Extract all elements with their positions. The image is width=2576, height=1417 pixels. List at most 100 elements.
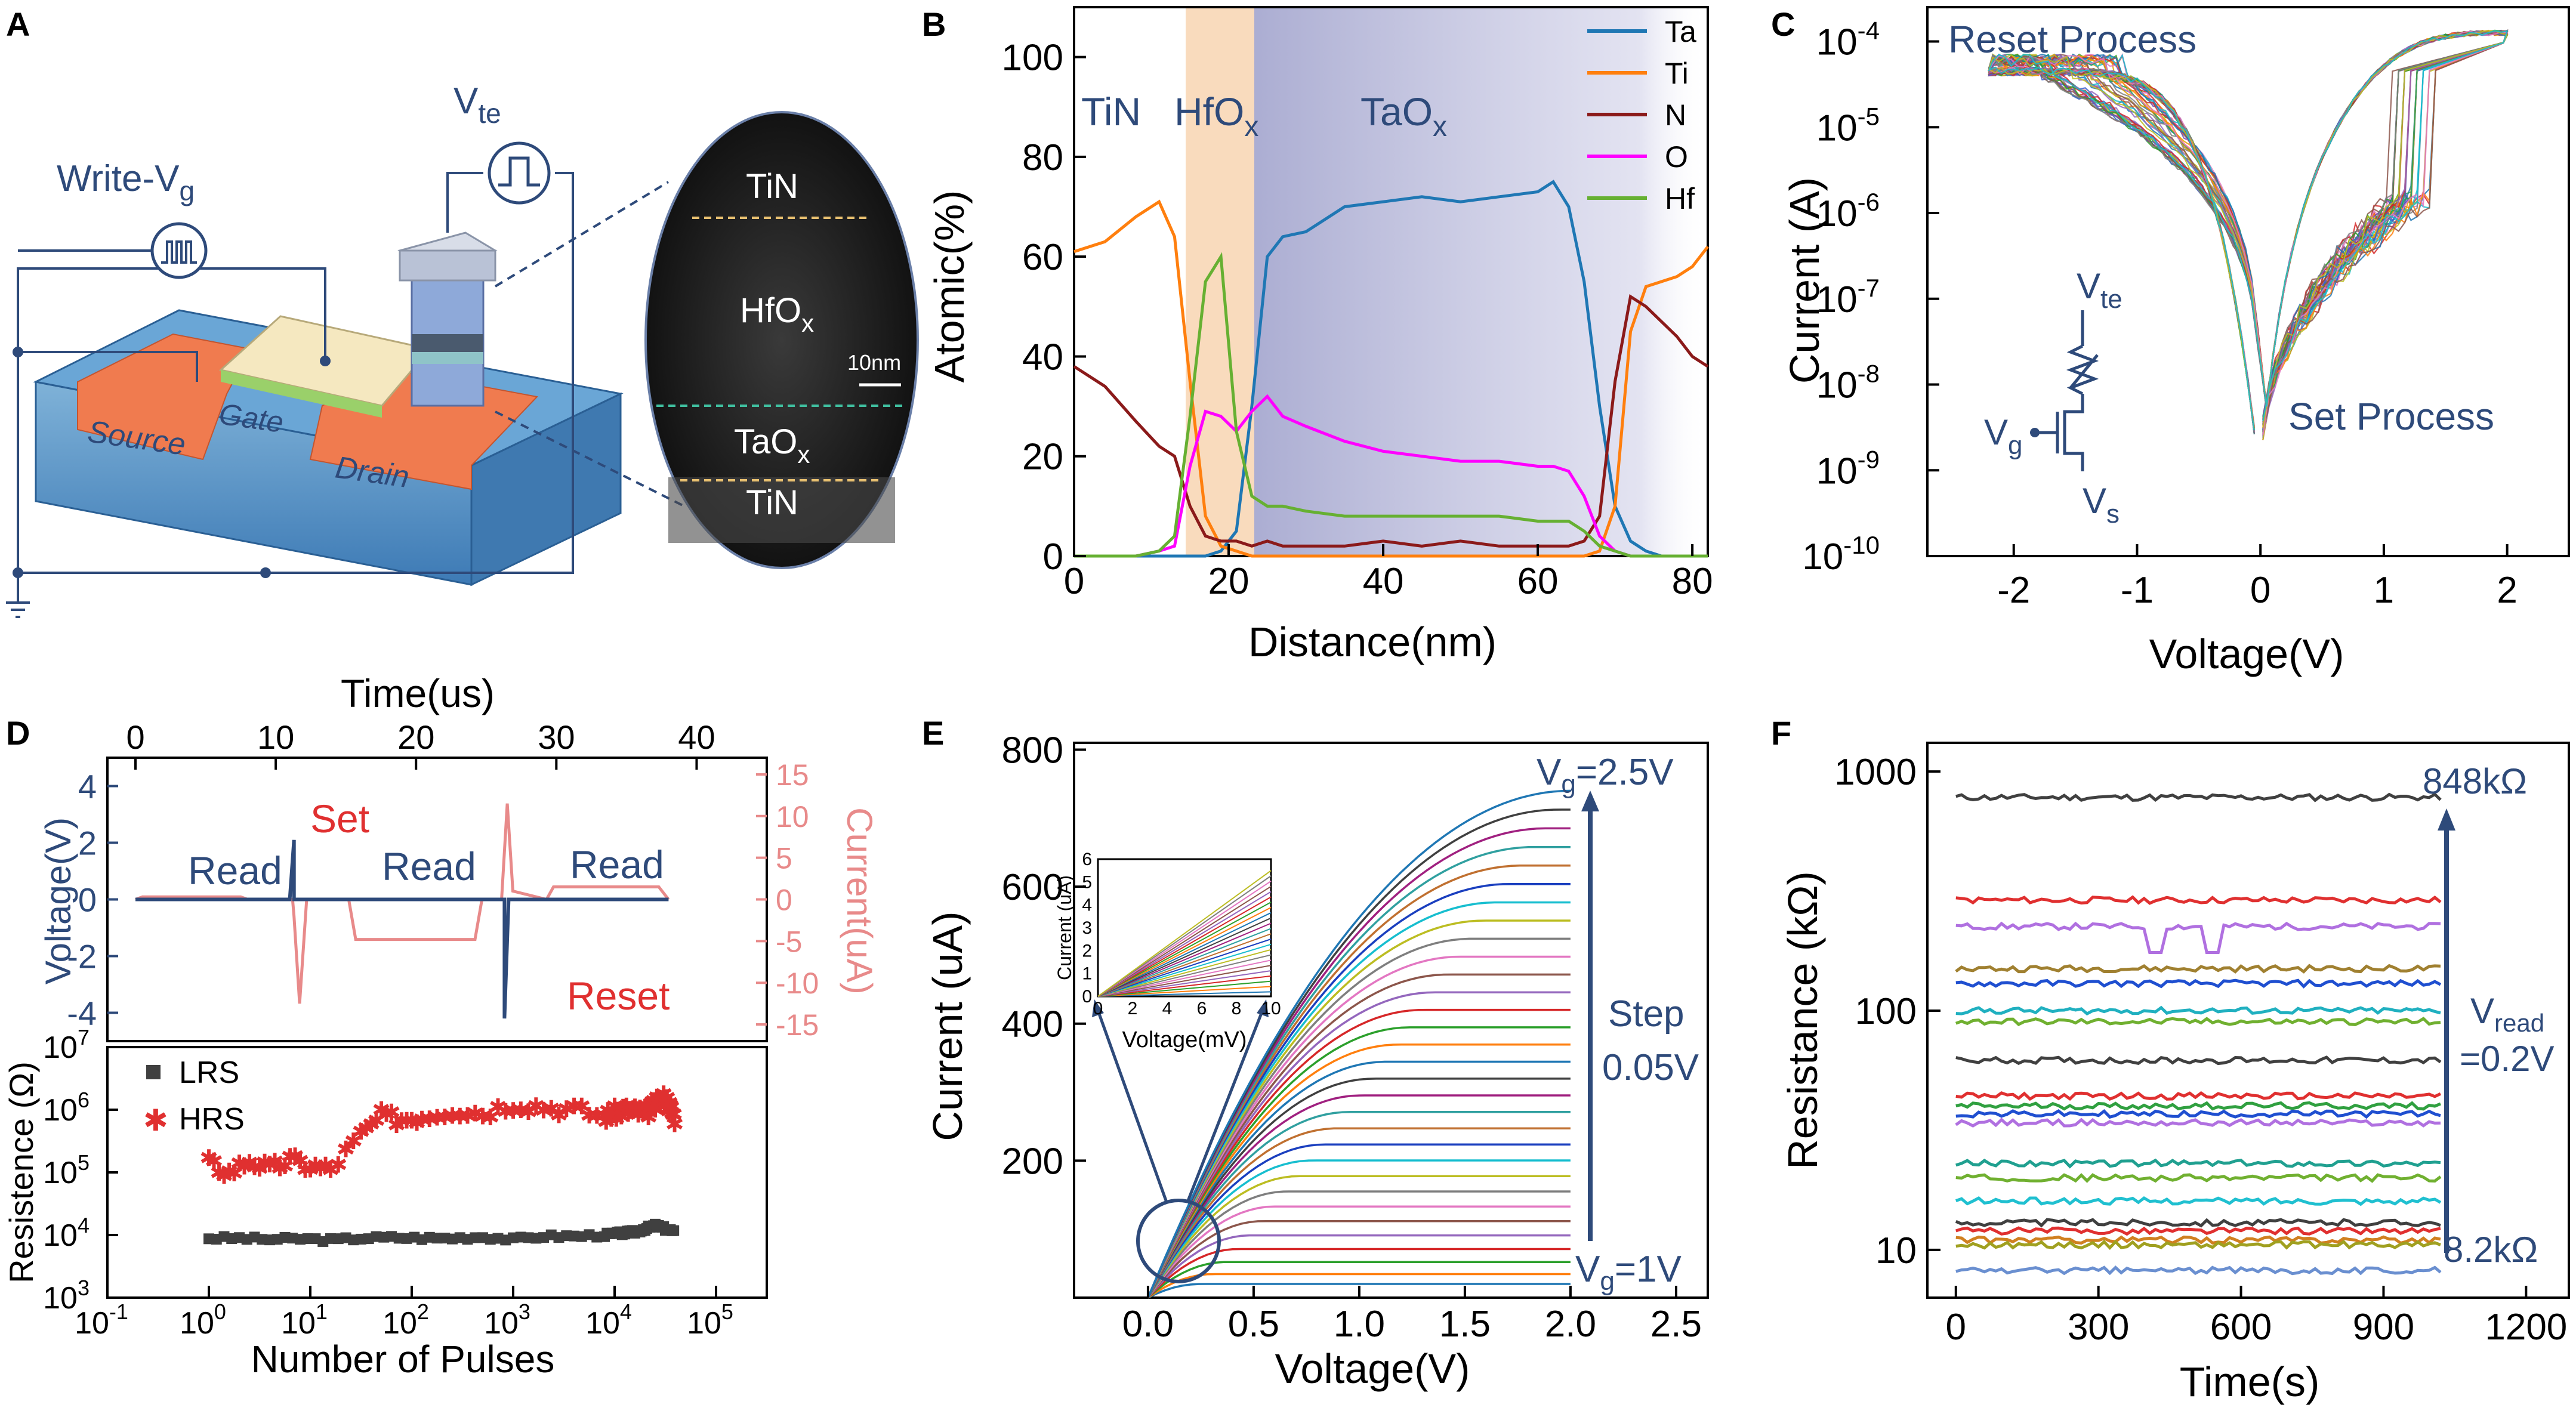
e-inset-curve [1097, 954, 1272, 997]
b-region-tao: TaOx [1361, 89, 1447, 143]
wires [6, 172, 574, 618]
c-reset-annotation: Reset Process [1948, 18, 2196, 61]
node-left [13, 347, 23, 357]
e-inset-curve [1097, 881, 1272, 997]
c-iv-cycle [1988, 30, 2509, 435]
e-inset-curve [1097, 986, 1272, 997]
d-hrs-point: ✱ [639, 1106, 658, 1131]
f-resistance-trace [1955, 964, 2441, 974]
tem-tin-top-label: TiN [746, 167, 798, 206]
f-ytick-label: 1000 [1834, 752, 1917, 793]
d-hrs-point: ✱ [622, 1100, 641, 1125]
d-bottom-xlabel: Number of Pulses [251, 1338, 555, 1381]
e-xtick-label: 1.0 [1334, 1304, 1385, 1345]
c-iv-cycle [1988, 29, 2509, 430]
e-ytick-label: 400 [1002, 1004, 1063, 1045]
panel-a-schematic: Source Gate Drain Write-Vg Vte [6, 81, 919, 618]
d-hrs-point: ✱ [665, 1113, 684, 1138]
c-iv-cycle [1988, 29, 2509, 428]
c-inset-labels: Vte Vg Vs [1984, 266, 2122, 529]
d-top-ylabel-left: Voltage(V) [38, 817, 78, 984]
f-resistance-trace [1955, 921, 2441, 954]
d-hrs-point: ✱ [627, 1098, 646, 1123]
d-hrs-point: ✱ [420, 1107, 439, 1132]
c-ytick-exponent: -6 [1858, 188, 1880, 216]
d-hrs-point: ✱ [329, 1153, 348, 1178]
e-zoom-line-1 [1095, 1007, 1168, 1203]
d-hrs-point: ✱ [557, 1097, 576, 1122]
d-hrs-point: ✱ [260, 1153, 279, 1178]
e-id-vd-curve [1147, 1008, 1571, 1298]
zoom-line-bottom [495, 410, 687, 508]
d-bottom-ytick-exponent: 4 [78, 1213, 90, 1237]
d-hrs-point: ✱ [600, 1104, 619, 1129]
e-step-arrowhead [1581, 791, 1599, 811]
d-hrs-point: ✱ [382, 1100, 401, 1125]
d-bottom-ytick-label: 105 [43, 1150, 90, 1190]
legend-label-hrs: HRS [179, 1102, 245, 1137]
f-resistance-trace [1955, 1226, 2441, 1236]
c-ytick-exponent: -4 [1858, 17, 1880, 45]
e-inset-xtick-label: 8 [1232, 999, 1242, 1018]
d-hrs-point: ✱ [351, 1120, 371, 1145]
e-inset-curve [1097, 891, 1272, 997]
e-id-vd-curve [1147, 1127, 1571, 1298]
e-id-vd-curve [1147, 919, 1571, 1298]
d-hrs-point: ✱ [255, 1151, 274, 1176]
e-id-vd-curve [1147, 1078, 1571, 1298]
d-top-ytick-left-label: -2 [67, 938, 97, 975]
b-xtick-label: 80 [1672, 561, 1713, 602]
c-xtick-label: -2 [1997, 570, 2030, 611]
e-zoom-circle [1136, 1199, 1221, 1283]
d-hrs-point: ✱ [661, 1094, 680, 1119]
e-inset-curve [1097, 943, 1272, 997]
d-hrs-point: ✱ [357, 1116, 376, 1141]
d-top-ytick-left-label: 0 [78, 881, 97, 919]
d-hrs-point: ✱ [270, 1157, 289, 1182]
zoom-line-top [494, 181, 670, 288]
e-id-vd-curve [1147, 1190, 1571, 1298]
d-hrs-point: ✱ [276, 1154, 295, 1180]
b-ytick-label: 40 [1022, 337, 1063, 378]
e-inset-ytick-label: 0 [1082, 987, 1092, 1007]
d-hrs-point: ✱ [644, 1089, 663, 1115]
b-legend: Ta Ti NO Hf [1587, 15, 1696, 215]
e-id-vd-curve [1147, 1143, 1571, 1298]
f-resistance-trace [1955, 1218, 2441, 1228]
d-hrs-point: ✱ [642, 1091, 661, 1116]
d-hrs-point: ✱ [646, 1098, 665, 1123]
b-legend-label-ti: Ti [1665, 57, 1689, 90]
b-region-tin: TiN [1081, 89, 1141, 134]
d-top-ytick-right-label: 0 [776, 884, 792, 917]
f-xtick-label: 0 [1946, 1307, 1966, 1348]
d-hrs-point: ✱ [607, 1107, 626, 1132]
d-hrs-point: ✱ [245, 1155, 264, 1180]
d-hrs-point: ✱ [377, 1103, 396, 1128]
d-hrs-point: ✱ [635, 1096, 655, 1121]
d-top-annotations: Read Set Read Read Reset [188, 797, 670, 1018]
e-inset-ytick-label: 3 [1082, 918, 1092, 938]
d-hrs-point: ✱ [656, 1092, 675, 1117]
f-resistance-trace [1955, 1055, 2442, 1066]
f-resistance-trace [1955, 1101, 2441, 1111]
vte-label: Vte [454, 81, 501, 129]
d-hrs-point: ✱ [451, 1105, 470, 1130]
d-hrs-point: ✱ [580, 1104, 599, 1129]
f-resistance-trace [1955, 1109, 2441, 1119]
d-hrs-point: ✱ [662, 1102, 681, 1127]
e-step-value: 0.05V [1602, 1047, 1699, 1088]
f-ytick-label: 10 [1875, 1230, 1917, 1271]
b-ytick-label: 0 [1043, 536, 1063, 578]
e-inset-curve [1097, 917, 1272, 997]
c-plot-frame [1926, 6, 2570, 557]
f-vread-value: =0.2V [2460, 1039, 2554, 1079]
f-resistance-trace [1955, 1017, 2441, 1027]
panel-label-b: B [922, 5, 946, 43]
d-hrs-point: ✱ [199, 1146, 218, 1171]
d-bottom-xtick-label: 103 [484, 1299, 530, 1341]
f-xtick-label: 600 [2210, 1307, 2272, 1348]
e-inset-ytick-label: 2 [1082, 941, 1092, 961]
